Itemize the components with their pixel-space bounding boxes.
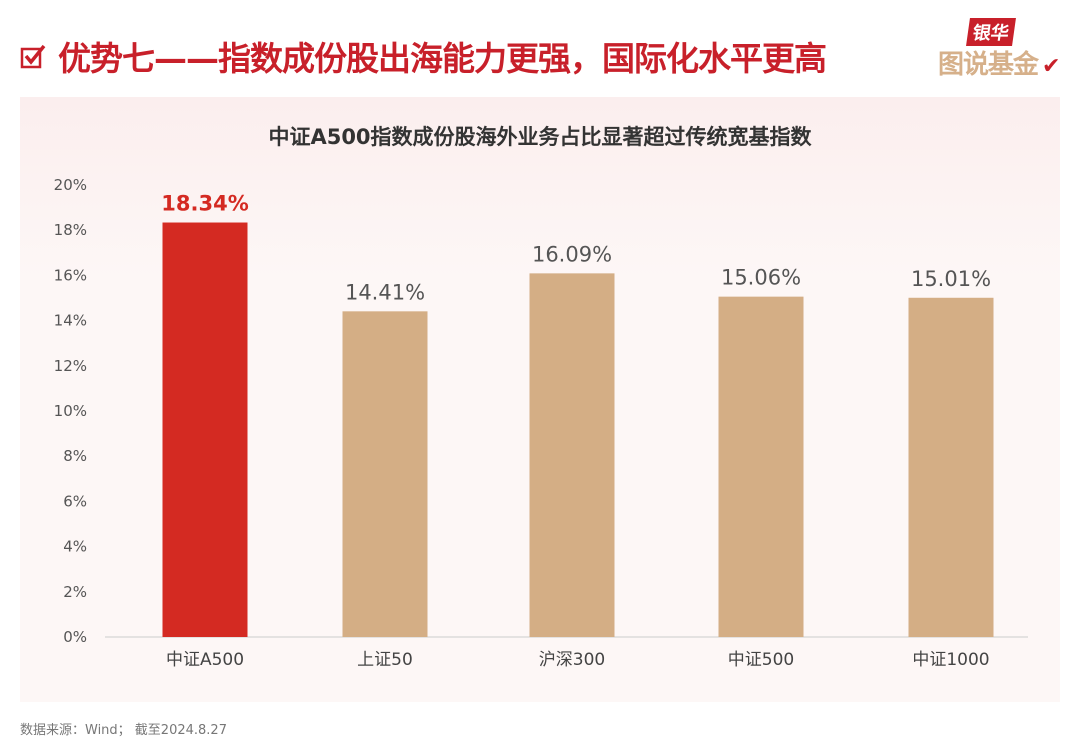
data-label: 18.34% — [161, 192, 248, 216]
brand-logo: 银华 图说基金 ✔ — [938, 18, 1063, 80]
bar-上证50 — [342, 311, 428, 637]
y-tick-label: 12% — [54, 357, 87, 375]
y-tick-label: 2% — [63, 583, 87, 601]
x-tick-label: 沪深300 — [539, 650, 605, 670]
bar-中证1000 — [908, 297, 994, 637]
chart-panel: 中证A500指数成份股海外业务占比显著超过传统宽基指数 0% 2% 4% 6% 8% 10… — [20, 97, 1060, 702]
data-label: 15.06% — [721, 266, 801, 290]
x-tick-label: 中证500 — [728, 650, 794, 670]
y-tick-label: 18% — [54, 221, 87, 239]
header: 优势七——指数成份股出海能力更强，国际化水平更高 — [20, 32, 827, 80]
y-tick-label: 14% — [54, 312, 87, 330]
y-tick-label: 20% — [54, 176, 87, 194]
bar-中证A500 — [162, 222, 248, 637]
y-tick-label: 10% — [54, 402, 87, 420]
data-label: 16.09% — [532, 242, 612, 266]
logo-bottom: 图说基金 — [938, 50, 1039, 80]
x-tick-label: 上证50 — [357, 650, 413, 670]
data-label: 15.01% — [911, 267, 991, 291]
data-label: 14.41% — [345, 280, 425, 304]
checkbox-check-icon — [20, 44, 46, 69]
bar-沪深300 — [529, 273, 615, 637]
page-title: 优势七——指数成份股出海能力更强，国际化水平更高 — [58, 39, 827, 78]
source-note: 数据来源：Wind； 截至2024.8.27 — [20, 723, 227, 738]
x-tick-label: 中证A500 — [166, 650, 244, 670]
logo-top: 银华 — [966, 18, 1016, 46]
logo-check-icon: ✔ — [1042, 54, 1061, 79]
y-tick-label: 6% — [63, 492, 87, 510]
y-tick-label: 8% — [63, 447, 87, 465]
y-tick-label: 4% — [63, 538, 87, 556]
chart-title: 中证A500指数成份股海外业务占比显著超过传统宽基指数 — [268, 125, 812, 149]
x-tick-label: 中证1000 — [912, 650, 989, 670]
bar-中证500 — [718, 296, 804, 637]
y-tick-label: 16% — [54, 266, 87, 284]
bar-chart: 0% 2% 4% 6% 8% 10% 12% 14% 16% 18% 20% 18.34% 中证A500… — [54, 176, 1028, 670]
y-tick-label: 0% — [63, 628, 87, 646]
